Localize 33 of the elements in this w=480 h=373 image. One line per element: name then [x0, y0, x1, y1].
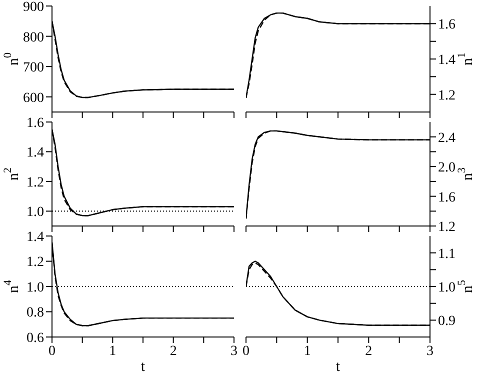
x-axis-title: t [140, 359, 146, 373]
y-tick-label: 1.6 [438, 190, 456, 206]
y-tick-label: 2.4 [438, 130, 456, 146]
y-tick-label: 1.4 [438, 52, 456, 68]
y-tick-label: 700 [23, 60, 44, 76]
y-tick-label: 1.0 [26, 205, 44, 220]
x-tick-label: 2 [365, 344, 372, 359]
x-axis-title: t [336, 359, 341, 373]
x-tick-label: 2 [170, 344, 177, 359]
y-tick-label: 1.2 [438, 220, 456, 235]
y-tick-label: 1.6 [26, 116, 44, 131]
x-tick-label: 0 [242, 344, 250, 359]
y-tick-label: 1.2 [26, 175, 44, 190]
y-tick-label: 2.0 [438, 160, 456, 176]
y-tick-label: 1.2 [26, 255, 44, 270]
y-tick-label: 0.6 [26, 330, 44, 346]
y-tick-label: 0.8 [26, 306, 44, 321]
y-tick-label: 1.6 [438, 18, 456, 33]
y-tick-label: 1.0 [26, 280, 44, 296]
y-tick-label: 900 [23, 0, 44, 15]
y-tick-label: 800 [23, 30, 44, 46]
y-tick-label: 1.4 [26, 230, 44, 245]
x-tick-label: 3 [230, 344, 238, 359]
y-tick-label: 1.0 [438, 280, 456, 296]
x-tick-label: 1 [304, 344, 311, 359]
x-tick-label: 0 [48, 344, 56, 359]
y-tick-label: 600 [23, 90, 44, 106]
y-tick-label: 1.1 [438, 246, 456, 262]
x-tick-label: 1 [109, 344, 116, 359]
y-tick-label: 0.9 [438, 314, 456, 330]
y-tick-label: 1.4 [26, 146, 44, 161]
x-tick-label: 3 [426, 344, 434, 359]
y-tick-label: 1.2 [438, 88, 456, 104]
